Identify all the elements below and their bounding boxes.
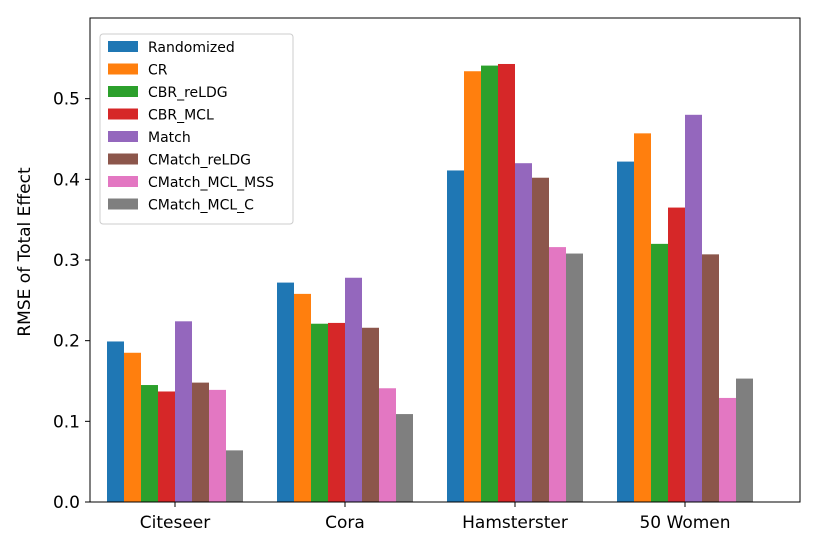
y-tick-label: 0.4	[53, 170, 80, 190]
legend-swatch	[108, 86, 138, 97]
bar-randomized-hamsterster	[447, 170, 464, 502]
legend-swatch	[108, 198, 138, 210]
bar-cbr-reldg-cora	[311, 323, 328, 502]
legend-label: CR	[148, 63, 168, 79]
legend-swatch	[108, 176, 138, 187]
bar-cmatch-mcl-mss-hamsterster	[549, 247, 566, 502]
legend-label: CMatch_reLDG	[148, 153, 251, 169]
bar-cbr-reldg-50-women	[651, 243, 668, 502]
x-tick-label: 50 Women	[639, 513, 730, 533]
bar-cmatch-mcl-c-50-women	[736, 378, 753, 502]
bars-layer	[107, 63, 753, 503]
bar-cbr-mcl-citeseer	[158, 391, 175, 502]
x-tick-label: Citeseer	[140, 513, 210, 533]
y-tick-label: 0.0	[53, 493, 80, 513]
bar-cmatch-reldg-50-women	[702, 254, 719, 502]
bar-cr-cora	[294, 293, 311, 502]
y-tick-label: 0.1	[53, 412, 80, 432]
legend-label: CMatch_MCL_MSS	[148, 175, 274, 191]
y-tick-label: 0.3	[53, 251, 80, 271]
bar-cmatch-mcl-c-citeseer	[226, 450, 243, 502]
plot-frame	[89, 17, 801, 503]
y-axis-label: RMSE of Total Effect	[15, 167, 35, 337]
axes-layer: Citeseer Cora Hamsterster 50 Women 0.0 0.1 0.2…	[53, 17, 801, 533]
legend: Randomized CR CBR_reLDG CBR_MCL Match CMatch_…	[99, 33, 294, 225]
legend-box	[99, 33, 294, 225]
bar-match-citeseer	[175, 321, 192, 502]
bar-cmatch-reldg-hamsterster	[532, 177, 549, 502]
x-tick-label: Hamsterster	[462, 513, 568, 533]
legend-label: Match	[148, 130, 191, 146]
bar-match-hamsterster	[515, 163, 532, 502]
bar-cmatch-mcl-c-cora	[396, 414, 413, 502]
legend-swatch	[108, 41, 138, 52]
legend-swatch	[108, 108, 138, 120]
bar-cr-citeseer	[124, 352, 141, 502]
bar-cmatch-mcl-mss-citeseer	[209, 389, 226, 502]
y-tick-label: 0.5	[53, 90, 80, 110]
legend-swatch	[108, 153, 138, 165]
bar-randomized-citeseer	[107, 341, 124, 502]
bar-randomized-cora	[277, 282, 294, 502]
bar-cbr-mcl-50-women	[668, 207, 685, 503]
legend-label: CBR_MCL	[148, 108, 214, 124]
bar-cr-50-women	[634, 133, 651, 502]
y-tick-label: 0.2	[53, 332, 80, 352]
bar-cmatch-reldg-cora	[362, 327, 379, 502]
bar-randomized-50-women	[617, 161, 634, 502]
bar-match-cora	[345, 277, 362, 502]
legend-label: CMatch_MCL_C	[148, 198, 254, 214]
bar-cr-hamsterster	[464, 71, 481, 503]
bar-cmatch-mcl-mss-50-women	[719, 397, 736, 502]
bar-match-50-women	[685, 114, 702, 503]
bar-cbr-reldg-hamsterster	[481, 65, 498, 503]
bar-cbr-reldg-citeseer	[141, 385, 158, 502]
bar-cmatch-reldg-citeseer	[192, 382, 209, 502]
bar-cmatch-mcl-mss-cora	[379, 388, 396, 502]
legend-label: Randomized	[148, 40, 235, 56]
bar-cbr-mcl-hamsterster	[498, 63, 515, 502]
bar-cbr-mcl-cora	[328, 322, 345, 502]
legend-swatch	[108, 131, 138, 142]
x-tick-label: Cora	[325, 513, 365, 533]
legend-label: CBR_reLDG	[148, 85, 228, 101]
bar-cmatch-mcl-c-hamsterster	[566, 253, 583, 502]
legend-swatch	[108, 63, 138, 75]
